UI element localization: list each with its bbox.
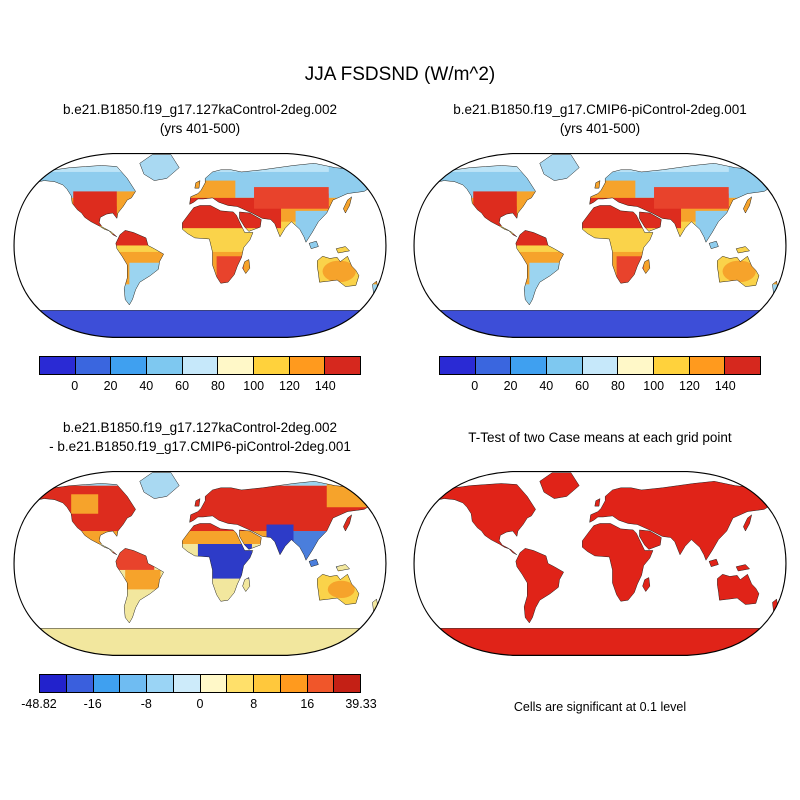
panel-title: T-Test of two Case means at each grid po… [408,418,792,458]
colorbar-tick-label: 8 [250,697,258,711]
panel-title-line1: b.e21.B1850.f19_g17.127kaControl-2deg.00… [63,420,337,436]
panel-title-line1: b.e21.B1850.f19_g17.CMIP6-piControl-2deg… [453,102,747,118]
world-map-svg [413,152,787,338]
colorbar-segment [475,357,512,374]
panel-title-line2: (yrs 401-500) [159,121,241,136]
colorbar-segment [582,357,619,374]
map-border [13,470,387,656]
panel-title: b.e21.B1850.f19_g17.CMIP6-piControl-2deg… [408,100,792,140]
colorbar-segment [547,357,583,374]
colorbar-tick-label: -16 [83,697,102,711]
colorbar-segment [325,357,361,374]
colorbar-tick-label: 140 [714,379,736,393]
colorbar-tick-label: 80 [610,379,625,393]
colorbar-segment [511,357,548,374]
colorbar-tick-label: 20 [503,379,518,393]
colorbar-absolute-left: 0 20 40 60 80 100 120 140 [39,356,361,394]
colorbar-swatches [439,356,761,375]
colorbar-tick-label: -48.82 [21,697,57,711]
colorbar-tick-label: 100 [243,379,265,393]
world-map-difference [13,464,387,664]
colorbar-segment [725,357,761,374]
colorbar-tick-label: 120 [679,379,700,393]
colorbar-segment [40,357,76,374]
world-map-svg [13,470,387,656]
figure-title: JJA FSDSND (W/m^2) [304,64,496,85]
colorbar-tick-label: 16 [300,697,315,711]
coastline [414,472,786,656]
colorbar-segment [227,675,254,692]
data-fill-layers [414,154,786,338]
colorbar-segment [218,357,255,374]
colorbar-segment [307,675,335,692]
colorbar-segment [147,675,174,692]
panel-title-line2: (yrs 401-500) [559,121,641,136]
coastline [414,154,786,338]
colorbar-tick-label: 60 [175,379,190,393]
colorbar-tick-label: 100 [643,379,665,393]
panel-picontrol: b.e21.B1850.f19_g17.CMIP6-piControl-2deg… [408,100,792,394]
colorbar-segment [40,675,67,692]
colorbar-segment [440,357,476,374]
colorbar-segment [120,675,147,692]
colorbar-tick-label: 60 [575,379,590,393]
colorbar-tick-label: 80 [210,379,225,393]
map-border [413,470,787,656]
panel-title-line2: - b.e21.B1850.f19_g17.CMIP6-piControl-2d… [49,439,351,454]
world-map-ttest [413,464,787,664]
colorbar-swatches [39,356,361,375]
world-map-svg [13,152,387,338]
colorbar-segment [66,675,94,692]
colorbar-segment [147,357,183,374]
colorbar-swatches [39,674,361,693]
colorbar-tick-label: 140 [314,379,336,393]
map-border [413,152,787,338]
panel-title-line1: T-Test of two Case means at each grid po… [468,429,732,445]
colorbar-tick-label: 20 [103,379,118,393]
colorbar-segment [280,675,308,692]
world-map-127ka-control [13,146,387,346]
colorbar-segment [173,675,201,692]
colorbar-segment [111,357,148,374]
colorbar-labels: 0 20 40 60 80 100 120 140 [39,379,361,394]
panel-title: b.e21.B1850.f19_g17.127kaControl-2deg.00… [8,418,392,458]
coastline [14,472,386,656]
colorbar-tick-label: 40 [139,379,154,393]
colorbar-tick-label: 120 [279,379,300,393]
colorbar-segment [200,675,228,692]
colorbar-segment [254,675,281,692]
map-border [13,152,387,338]
colorbar-difference: -48.82 -16 -8 0 8 16 39.33 [21,674,377,712]
colorbar-labels: -48.82 -16 -8 0 8 16 39.33 [21,697,376,712]
colorbar-segment [334,675,360,692]
colorbar-tick-label: -8 [140,697,152,711]
world-map-svg [413,470,787,656]
colorbar-tick-label: 40 [539,379,554,393]
colorbar-tick-label: 0 [71,379,79,393]
data-fill-layers [14,472,386,656]
data-fill-layers [14,154,386,338]
colorbar-segment [254,357,290,374]
colorbar-segment [689,357,726,374]
colorbar-tick-label: 0 [471,379,479,393]
colorbar-segment [289,357,326,374]
colorbar-absolute-right: 0 20 40 60 80 100 120 140 [439,356,761,394]
colorbar-segment [654,357,690,374]
colorbar-tick-label: 0 [196,697,204,711]
colorbar-segment [75,357,112,374]
panel-ttest: T-Test of two Case means at each grid po… [408,418,792,714]
colorbar-segment [182,357,219,374]
data-fill-layers [414,472,786,656]
significance-caption: Cells are significant at 0.1 level [513,700,687,714]
colorbar-tick-label: 39.33 [345,697,377,711]
coastline [14,154,386,338]
colorbar-labels: 0 20 40 60 80 100 120 140 [439,379,761,394]
panel-title: b.e21.B1850.f19_g17.127kaControl-2deg.00… [8,100,392,140]
world-map-picontrol [413,146,787,346]
panel-127ka-control: b.e21.B1850.f19_g17.127kaControl-2deg.00… [8,100,392,394]
panel-title-line1: b.e21.B1850.f19_g17.127kaControl-2deg.00… [63,102,337,118]
colorbar-segment [618,357,655,374]
colorbar-segment [93,675,121,692]
panel-difference: b.e21.B1850.f19_g17.127kaControl-2deg.00… [8,418,392,712]
